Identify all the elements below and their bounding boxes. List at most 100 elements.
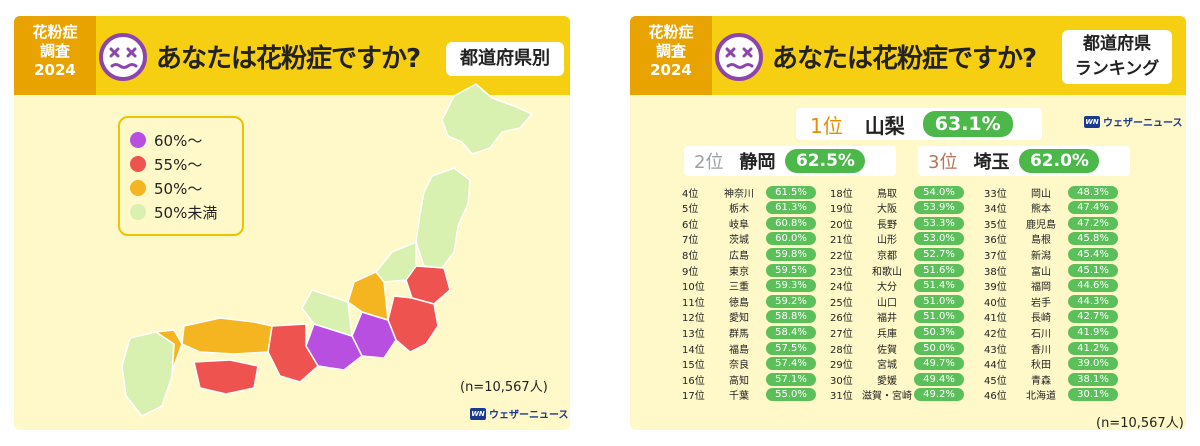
ranking-position: 21位 — [830, 235, 853, 247]
ranking-row: 27位 兵庫 50.3% — [830, 324, 964, 340]
legend-item: 60%〜 — [130, 128, 242, 152]
ranking-percentage: 57.1% — [766, 372, 816, 386]
ranking-prefecture: 大分 — [877, 282, 897, 294]
prefecture-map-panel: 花粉症 調査 2024 あなたは花粉症ですか? 都道府県別 — [14, 16, 570, 430]
ranking-prefecture: 北海道 — [1026, 391, 1056, 403]
ranking-percentage: 41.9% — [1068, 325, 1118, 339]
ranking-percentage: 59.8% — [766, 247, 816, 261]
ranking-position: 37位 — [984, 250, 1007, 262]
ranking-prefecture: 長野 — [877, 219, 897, 231]
ranking-percentage: 51.6% — [914, 263, 964, 277]
ranking-position: 33位 — [984, 188, 1007, 200]
ranking-position: 23位 — [830, 266, 853, 278]
ranking-position: 26位 — [830, 313, 853, 325]
ranking-position: 28位 — [830, 344, 853, 356]
ranking-percentage: 53.0% — [914, 232, 964, 246]
ranking-prefecture: 富山 — [1031, 266, 1051, 278]
legend-label: 60%〜 — [154, 131, 203, 150]
ranking-row: 5位 栃木 61.3% — [682, 200, 816, 216]
ranking-percentage: 49.4% — [914, 372, 964, 386]
ranking-row: 17位 千葉 55.0% — [682, 387, 816, 403]
ranking-row: 7位 茨城 60.0% — [682, 231, 816, 247]
ranking-prefecture: 宮城 — [877, 360, 897, 372]
ranking-percentage: 48.3% — [1068, 185, 1118, 199]
ranking-position: 36位 — [984, 235, 1007, 247]
ranking-position: 42位 — [984, 328, 1007, 340]
legend-label: 55%〜 — [154, 155, 203, 174]
weathernews-logo: WN ウェザーニュース — [1084, 114, 1183, 129]
ranking-position: 6位 — [682, 219, 699, 231]
ranking-prefecture: 山形 — [877, 235, 897, 247]
rank-second-bar: 2位 静岡 62.5% — [684, 146, 896, 176]
legend-label: 50%未満 — [154, 203, 218, 222]
ranking-position: 41位 — [984, 313, 1007, 325]
ranking-row: 26位 福井 51.0% — [830, 309, 964, 325]
ranking-position: 12位 — [682, 313, 705, 325]
ranking-row: 30位 愛媛 49.4% — [830, 371, 964, 387]
ranking-prefecture: 高知 — [729, 375, 749, 387]
ranking-row: 16位 高知 57.1% — [682, 371, 816, 387]
ranking-prefecture: 熊本 — [1031, 204, 1051, 216]
ranking-prefecture: 千葉 — [729, 391, 749, 403]
ranking-position: 44位 — [984, 360, 1007, 372]
ranking-position: 19位 — [830, 204, 853, 216]
ranking-position: 35位 — [984, 219, 1007, 231]
ranking-prefecture: 滋賀・宮崎 — [862, 391, 912, 403]
rank-position: 3位 — [928, 152, 958, 173]
ranking-percentage: 45.4% — [1068, 247, 1118, 261]
rank-percentage: 62.0% — [1019, 149, 1100, 173]
ranking-row: 4位 神奈川 61.5% — [682, 184, 816, 200]
rank-position: 2位 — [694, 152, 724, 173]
ranking-prefecture: 和歌山 — [872, 266, 902, 278]
legend-swatch — [130, 204, 146, 220]
ranking-position: 25位 — [830, 297, 853, 309]
ranking-row: 41位 長崎 42.7% — [984, 309, 1118, 325]
ranking-percentage: 59.2% — [766, 294, 816, 308]
logo-text: ウェザーニュース — [489, 410, 569, 421]
legend-item: 50%〜 — [130, 176, 242, 200]
ranking-row: 18位 鳥取 54.0% — [830, 184, 964, 200]
ranking-row: 13位 群馬 58.4% — [682, 324, 816, 340]
map-region-kyushu-east — [153, 329, 183, 377]
ranking-prefecture: 茨城 — [729, 235, 749, 247]
map-legend: 60%〜 55%〜 50%〜 50%未満 — [118, 116, 244, 236]
ranking-position: 11位 — [682, 297, 705, 309]
ranking-percentage: 60.0% — [766, 232, 816, 246]
ranking-position: 40位 — [984, 297, 1007, 309]
map-region-tohoku — [415, 167, 471, 269]
ranking-row: 29位 宮城 49.7% — [830, 356, 964, 372]
ranking-percentage: 50.3% — [914, 325, 964, 339]
ranking-row: 44位 秋田 39.0% — [984, 356, 1118, 372]
ranking-prefecture: 鹿児島 — [1026, 219, 1056, 231]
ranking-position: 39位 — [984, 282, 1007, 294]
legend-swatch — [130, 132, 146, 148]
category-tag: 都道府県別 — [446, 42, 564, 76]
ranking-row: 25位 山口 51.0% — [830, 293, 964, 309]
ranking-row: 6位 岐阜 60.8% — [682, 215, 816, 231]
ranking-prefecture: 福岡 — [1031, 282, 1051, 294]
logo-text: ウェザーニュース — [1103, 118, 1183, 129]
ranking-row: 28位 佐賀 50.0% — [830, 340, 964, 356]
ranking-prefecture: 香川 — [1031, 344, 1051, 356]
ranking-row: 23位 和歌山 51.6% — [830, 262, 964, 278]
ranking-percentage: 54.0% — [914, 185, 964, 199]
year-box-line: 花粉症 — [648, 23, 694, 41]
ranking-row: 43位 香川 41.2% — [984, 340, 1118, 356]
ranking-position: 38位 — [984, 266, 1007, 278]
year-box-line: 2024 — [34, 61, 76, 79]
ranking-prefecture: 長崎 — [1031, 313, 1051, 325]
ranking-prefecture: 東京 — [729, 266, 749, 278]
ranking-row: 38位 富山 45.1% — [984, 262, 1118, 278]
ranking-panel: 花粉症 調査 2024 あなたは花粉症ですか? 都道府県 ランキング 1位 山梨… — [630, 16, 1186, 430]
ranking-prefecture: 大阪 — [877, 204, 897, 216]
page-title: あなたは花粉症ですか? — [156, 44, 421, 74]
map-region-kyushu — [121, 331, 175, 417]
ranking-prefecture: 島根 — [1031, 235, 1051, 247]
ranking-percentage: 41.2% — [1068, 341, 1118, 355]
logo-mark: WN — [1084, 115, 1100, 128]
rank-prefecture: 埼玉 — [973, 152, 1010, 173]
ranking-percentage: 44.3% — [1068, 294, 1118, 308]
ranking-percentage: 58.8% — [766, 310, 816, 324]
year-box-line: 2024 — [650, 61, 692, 79]
ranking-percentage: 53.3% — [914, 216, 964, 230]
